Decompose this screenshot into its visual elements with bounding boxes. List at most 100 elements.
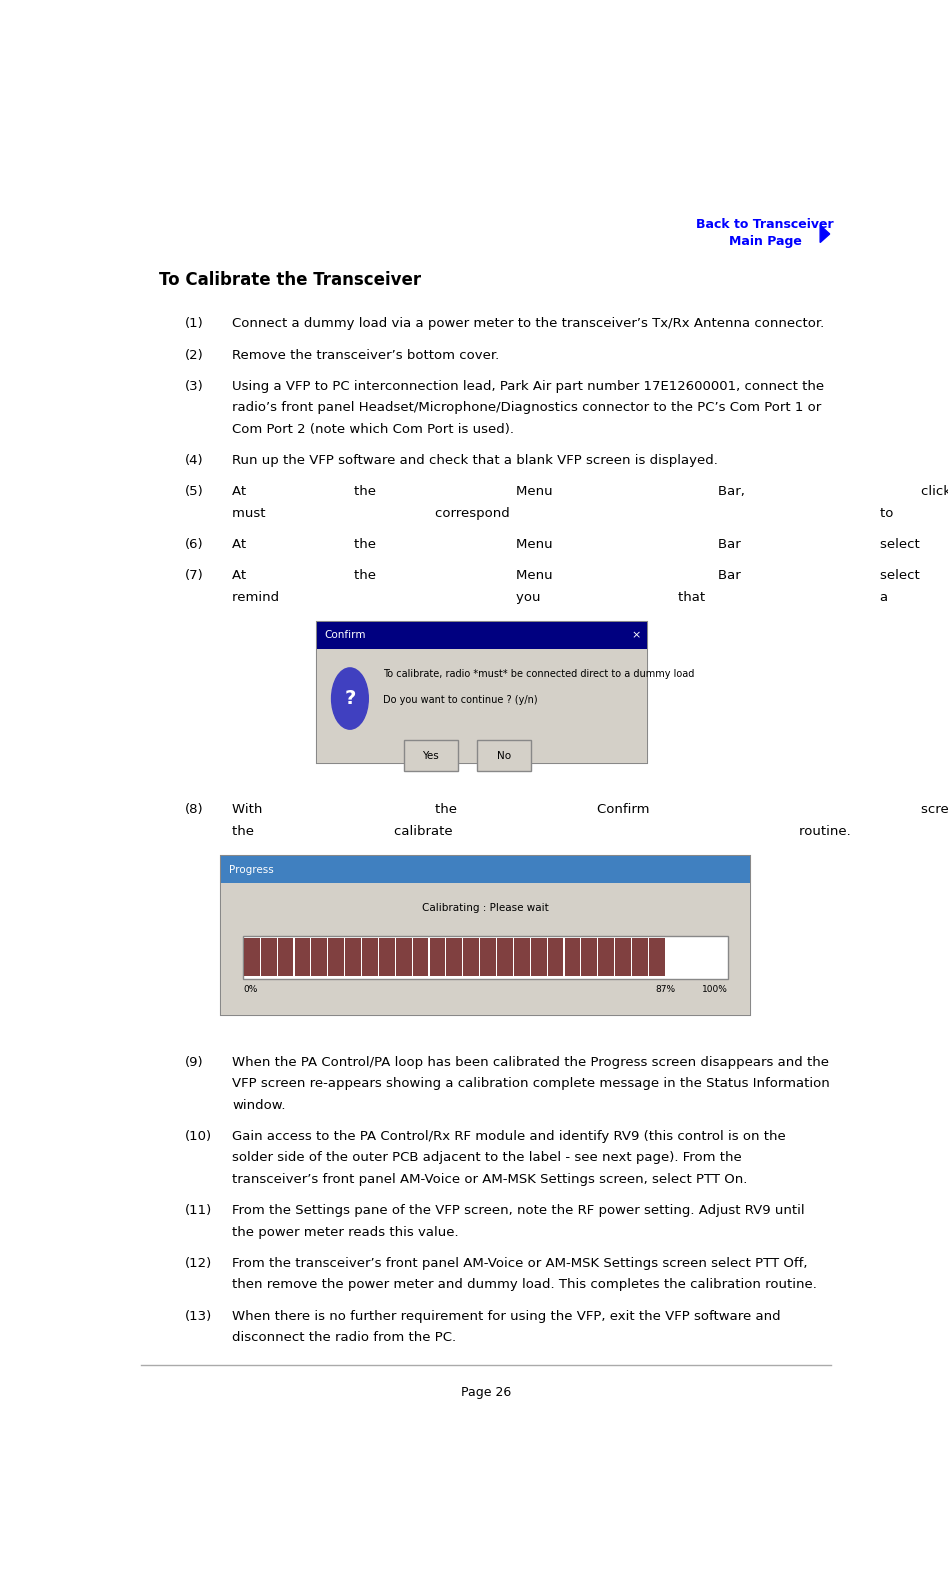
Text: Using a VFP to PC interconnection lead, Park Air part number 17E12600001, connec: Using a VFP to PC interconnection lead, …: [232, 380, 825, 393]
Text: a: a: [880, 591, 892, 603]
Bar: [244, 938, 260, 976]
Text: No: No: [497, 750, 511, 761]
Text: From the transceiver’s front panel AM-Voice or AM-MSK Settings screen select PTT: From the transceiver’s front panel AM-Vo…: [232, 1258, 808, 1270]
Bar: [632, 938, 647, 976]
Text: then remove the power meter and dummy load. This completes the calibration routi: then remove the power meter and dummy lo…: [232, 1278, 817, 1291]
Text: the: the: [354, 538, 380, 551]
Bar: [328, 938, 344, 976]
Text: the: the: [354, 486, 380, 498]
Text: (7): (7): [185, 570, 204, 583]
Text: (4): (4): [185, 454, 203, 466]
FancyBboxPatch shape: [221, 856, 750, 1016]
Bar: [317, 650, 647, 763]
FancyBboxPatch shape: [317, 622, 647, 763]
Text: Menu: Menu: [516, 538, 556, 551]
Bar: [447, 938, 463, 976]
Text: 87%: 87%: [655, 985, 675, 993]
Text: remind: remind: [232, 591, 283, 603]
Bar: [396, 938, 411, 976]
Text: solder side of the outer PCB adjacent to the label - see next page). From the: solder side of the outer PCB adjacent to…: [232, 1151, 742, 1164]
Bar: [429, 938, 446, 976]
Circle shape: [332, 669, 368, 729]
Text: 0%: 0%: [244, 985, 258, 993]
Text: Menu: Menu: [516, 486, 556, 498]
Text: (12): (12): [185, 1258, 211, 1270]
Text: select: select: [880, 538, 924, 551]
Bar: [221, 884, 751, 1016]
Text: the: the: [354, 570, 380, 583]
Text: 100%: 100%: [702, 985, 728, 993]
Bar: [548, 938, 563, 976]
Bar: [345, 938, 361, 976]
Text: radio’s front panel Headset/Microphone/Diagnostics connector to the PC’s Com Por: radio’s front panel Headset/Microphone/D…: [232, 401, 822, 414]
Text: to: to: [880, 506, 898, 519]
Bar: [278, 938, 294, 976]
Bar: [514, 938, 530, 976]
Text: correspond: correspond: [435, 506, 514, 519]
Text: the power meter reads this value.: the power meter reads this value.: [232, 1226, 459, 1239]
Text: Calibrating : Please wait: Calibrating : Please wait: [423, 903, 549, 912]
Bar: [649, 938, 665, 976]
Text: To calibrate, radio *must* be connected direct to a dummy load: To calibrate, radio *must* be connected …: [383, 669, 694, 678]
Text: Progress: Progress: [228, 864, 273, 874]
Text: (11): (11): [185, 1204, 211, 1218]
Text: Back to Transceiver
Main Page: Back to Transceiver Main Page: [696, 218, 834, 248]
Bar: [565, 938, 580, 976]
Text: transceiver’s front panel AM-Voice or AM-MSK Settings screen, select PTT On.: transceiver’s front panel AM-Voice or AM…: [232, 1173, 748, 1186]
Text: Confirm: Confirm: [596, 804, 653, 817]
Text: Connect a dummy load via a power meter to the transceiver’s Tx/Rx Antenna connec: Connect a dummy load via a power meter t…: [232, 317, 825, 330]
Text: (8): (8): [185, 804, 203, 817]
Text: (5): (5): [185, 486, 204, 498]
Text: that: that: [678, 591, 709, 603]
Text: (9): (9): [185, 1055, 203, 1068]
Polygon shape: [820, 226, 830, 242]
Text: window.: window.: [232, 1098, 286, 1111]
Text: must: must: [232, 506, 270, 519]
Text: Gain access to the PA Control/Rx RF module and identify RV9 (this control is on : Gain access to the PA Control/Rx RF modu…: [232, 1130, 786, 1143]
Text: With: With: [232, 804, 267, 817]
Text: (3): (3): [185, 380, 204, 393]
Text: Bar: Bar: [719, 570, 745, 583]
Bar: [312, 938, 327, 976]
Text: (10): (10): [185, 1130, 211, 1143]
FancyBboxPatch shape: [477, 740, 532, 772]
Text: To Calibrate the Transceiver: To Calibrate the Transceiver: [159, 271, 421, 288]
Text: When there is no further requirement for using the VFP, exit the VFP software an: When there is no further requirement for…: [232, 1310, 781, 1323]
Text: (13): (13): [185, 1310, 211, 1323]
Text: Do you want to continue ? (y/n): Do you want to continue ? (y/n): [383, 696, 538, 705]
Text: Remove the transceiver’s bottom cover.: Remove the transceiver’s bottom cover.: [232, 349, 500, 361]
Text: ×: ×: [631, 630, 641, 640]
Text: At: At: [232, 570, 251, 583]
Bar: [295, 938, 310, 976]
Text: Com Port 2 (note which Com Port is used).: Com Port 2 (note which Com Port is used)…: [232, 423, 515, 436]
Text: click: click: [921, 486, 948, 498]
Text: screen: screen: [921, 804, 948, 817]
Text: (6): (6): [185, 538, 203, 551]
Bar: [261, 938, 277, 976]
Bar: [497, 938, 513, 976]
Text: calibrate: calibrate: [394, 825, 457, 837]
Bar: [531, 938, 547, 976]
Text: At: At: [232, 486, 251, 498]
Bar: [379, 938, 394, 976]
Bar: [598, 938, 614, 976]
Text: Bar,: Bar,: [719, 486, 749, 498]
FancyBboxPatch shape: [404, 740, 458, 772]
Text: select: select: [880, 570, 924, 583]
Text: (2): (2): [185, 349, 204, 361]
Text: Bar: Bar: [719, 538, 745, 551]
Bar: [464, 938, 479, 976]
Bar: [412, 938, 428, 976]
Text: At: At: [232, 538, 251, 551]
Bar: [581, 938, 597, 976]
Text: From the Settings pane of the VFP screen, note the RF power setting. Adjust RV9 : From the Settings pane of the VFP screen…: [232, 1204, 805, 1218]
Text: ?: ?: [344, 689, 356, 708]
Bar: [221, 856, 751, 884]
Text: you: you: [516, 591, 544, 603]
Text: the: the: [232, 825, 259, 837]
Bar: [481, 938, 496, 976]
Text: When the PA Control/PA loop has been calibrated the Progress screen disappears a: When the PA Control/PA loop has been cal…: [232, 1055, 830, 1068]
Text: Confirm: Confirm: [324, 630, 366, 640]
Bar: [362, 938, 378, 976]
Text: disconnect the radio from the PC.: disconnect the radio from the PC.: [232, 1331, 457, 1344]
